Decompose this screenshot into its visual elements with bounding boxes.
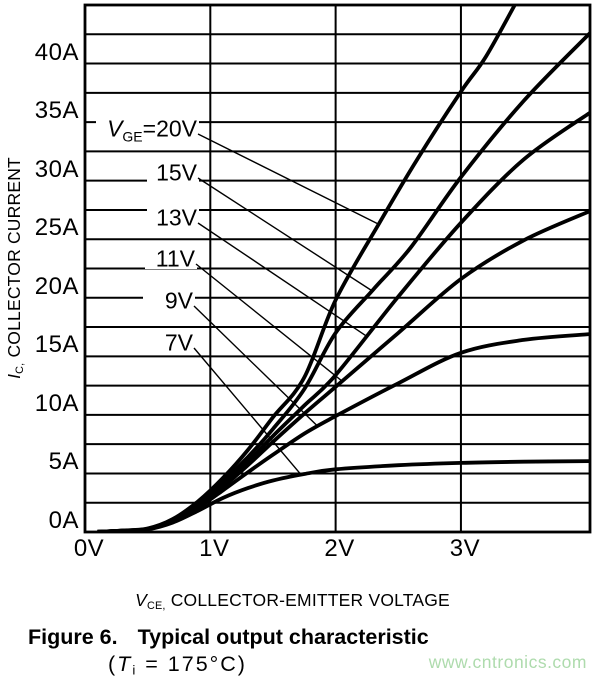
output-characteristic-chart: VGE=20V 15V 13V 11V 9V 7V [83, 3, 592, 534]
condition-subscript: i [132, 662, 138, 678]
figure-title: Typical output characteristic [137, 625, 429, 649]
gate-label-bg-7v [143, 330, 195, 353]
plot-border [83, 3, 592, 534]
figure-caption: Figure 6. Typical output characteristic [28, 625, 429, 650]
curve-vge-7v [97, 459, 590, 532]
leader-line-15v [197, 177, 373, 292]
condition-open-paren: ( [108, 652, 118, 676]
leader-line-13v [197, 222, 368, 338]
x-tick-label-2v: 2V [324, 535, 355, 562]
x-tick-label-0v: 0V [73, 535, 105, 562]
gate-label-7v: 7V [165, 330, 194, 356]
x-axis-symbol-subscript: CE, [146, 600, 166, 613]
x-axis-title-text: COLLECTOR-EMITTER VOLTAGE [165, 590, 450, 610]
y-tick-label-30a: 30A [34, 155, 79, 183]
gate-label-bg-15v [147, 160, 199, 183]
gate-label-bg-20v [96, 116, 199, 139]
gate-label-13v: 13V [156, 205, 198, 231]
y-tick-label-10a: 10A [34, 389, 79, 417]
condition-symbol: T [117, 652, 133, 676]
condition-value: = 175°C) [137, 652, 247, 676]
watermark-text: www.cntronics.com [428, 652, 587, 672]
y-axis-symbol-subscript: C, [14, 362, 27, 374]
y-axis-title: IC, COLLECTOR CURRENT [4, 157, 26, 379]
x-tick-label-3v: 3V [449, 535, 481, 562]
leader-line-7v [193, 347, 302, 475]
y-tick-label-15a: 15A [34, 331, 79, 359]
y-axis-title-text: COLLECTOR CURRENT [3, 157, 24, 363]
y-tick-label-25a: 25A [34, 214, 79, 242]
gate-label-20v: VGE=20V [107, 116, 198, 145]
gate-label-bg-13v [147, 205, 199, 228]
leader-line-20v [197, 133, 379, 225]
y-tick-label-5a: 5A [48, 448, 79, 476]
gate-label-9v: 9V [165, 288, 194, 314]
gate-label-bg-11v [145, 246, 197, 269]
figure-number: Figure 6. [28, 625, 118, 649]
gate-label-11v: 11V [156, 246, 196, 272]
figure-condition: (Ti = 175°C) [108, 652, 247, 678]
x-axis-title: VCE, COLLECTOR-EMITTER VOLTAGE [20, 590, 565, 612]
y-tick-label-40a: 40A [34, 38, 79, 66]
x-tick-label-1v: 1V [199, 535, 230, 562]
x-axis-symbol: V [135, 590, 147, 610]
leader-line-9v [193, 305, 319, 428]
y-axis-symbol: I [3, 373, 24, 379]
gate-label-15v: 15V [156, 160, 198, 186]
y-tick-label-35a: 35A [34, 97, 79, 125]
y-tick-label-20a: 20A [34, 272, 79, 300]
y-tick-label-0a: 0A [48, 507, 79, 534]
gate-label-bg-9v [143, 288, 195, 311]
